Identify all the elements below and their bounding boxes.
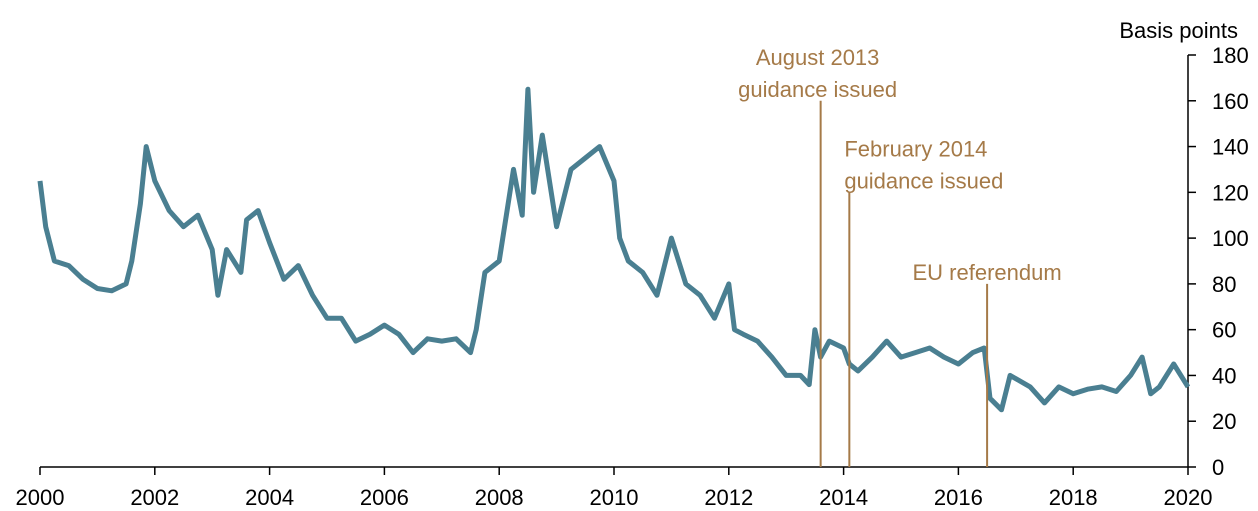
y-tick-label: 40 xyxy=(1212,363,1236,388)
annotation-text: guidance issued xyxy=(844,168,1003,193)
x-tick-label: 2020 xyxy=(1164,485,1213,510)
y-tick-label: 140 xyxy=(1212,135,1249,160)
x-tick-label: 2018 xyxy=(1049,485,1098,510)
y-tick-label: 80 xyxy=(1212,272,1236,297)
annotation-text: guidance issued xyxy=(738,77,897,102)
annotation-text: February 2014 xyxy=(844,136,987,161)
y-tick-label: 60 xyxy=(1212,318,1236,343)
y-tick-label: 0 xyxy=(1212,455,1224,480)
data-line xyxy=(37,86,1191,413)
x-tick-label: 2002 xyxy=(130,485,179,510)
y-axis-label: Basis points xyxy=(1119,18,1238,43)
x-tick-label: 2012 xyxy=(704,485,753,510)
y-tick-label: 100 xyxy=(1212,226,1249,251)
x-tick-label: 2016 xyxy=(934,485,983,510)
x-tick-label: 2010 xyxy=(590,485,639,510)
x-tick-label: 2004 xyxy=(245,485,294,510)
x-tick-label: 2008 xyxy=(475,485,524,510)
y-tick-label: 20 xyxy=(1212,409,1236,434)
x-tick-label: 2006 xyxy=(360,485,409,510)
y-tick-label: 180 xyxy=(1212,43,1249,68)
x-tick-label: 2000 xyxy=(16,485,65,510)
annotation-text: EU referendum xyxy=(913,260,1062,285)
annotation-text: August 2013 xyxy=(756,45,880,70)
y-tick-label: 120 xyxy=(1212,180,1249,205)
x-tick-label: 2014 xyxy=(819,485,868,510)
y-tick-label: 160 xyxy=(1212,89,1249,114)
